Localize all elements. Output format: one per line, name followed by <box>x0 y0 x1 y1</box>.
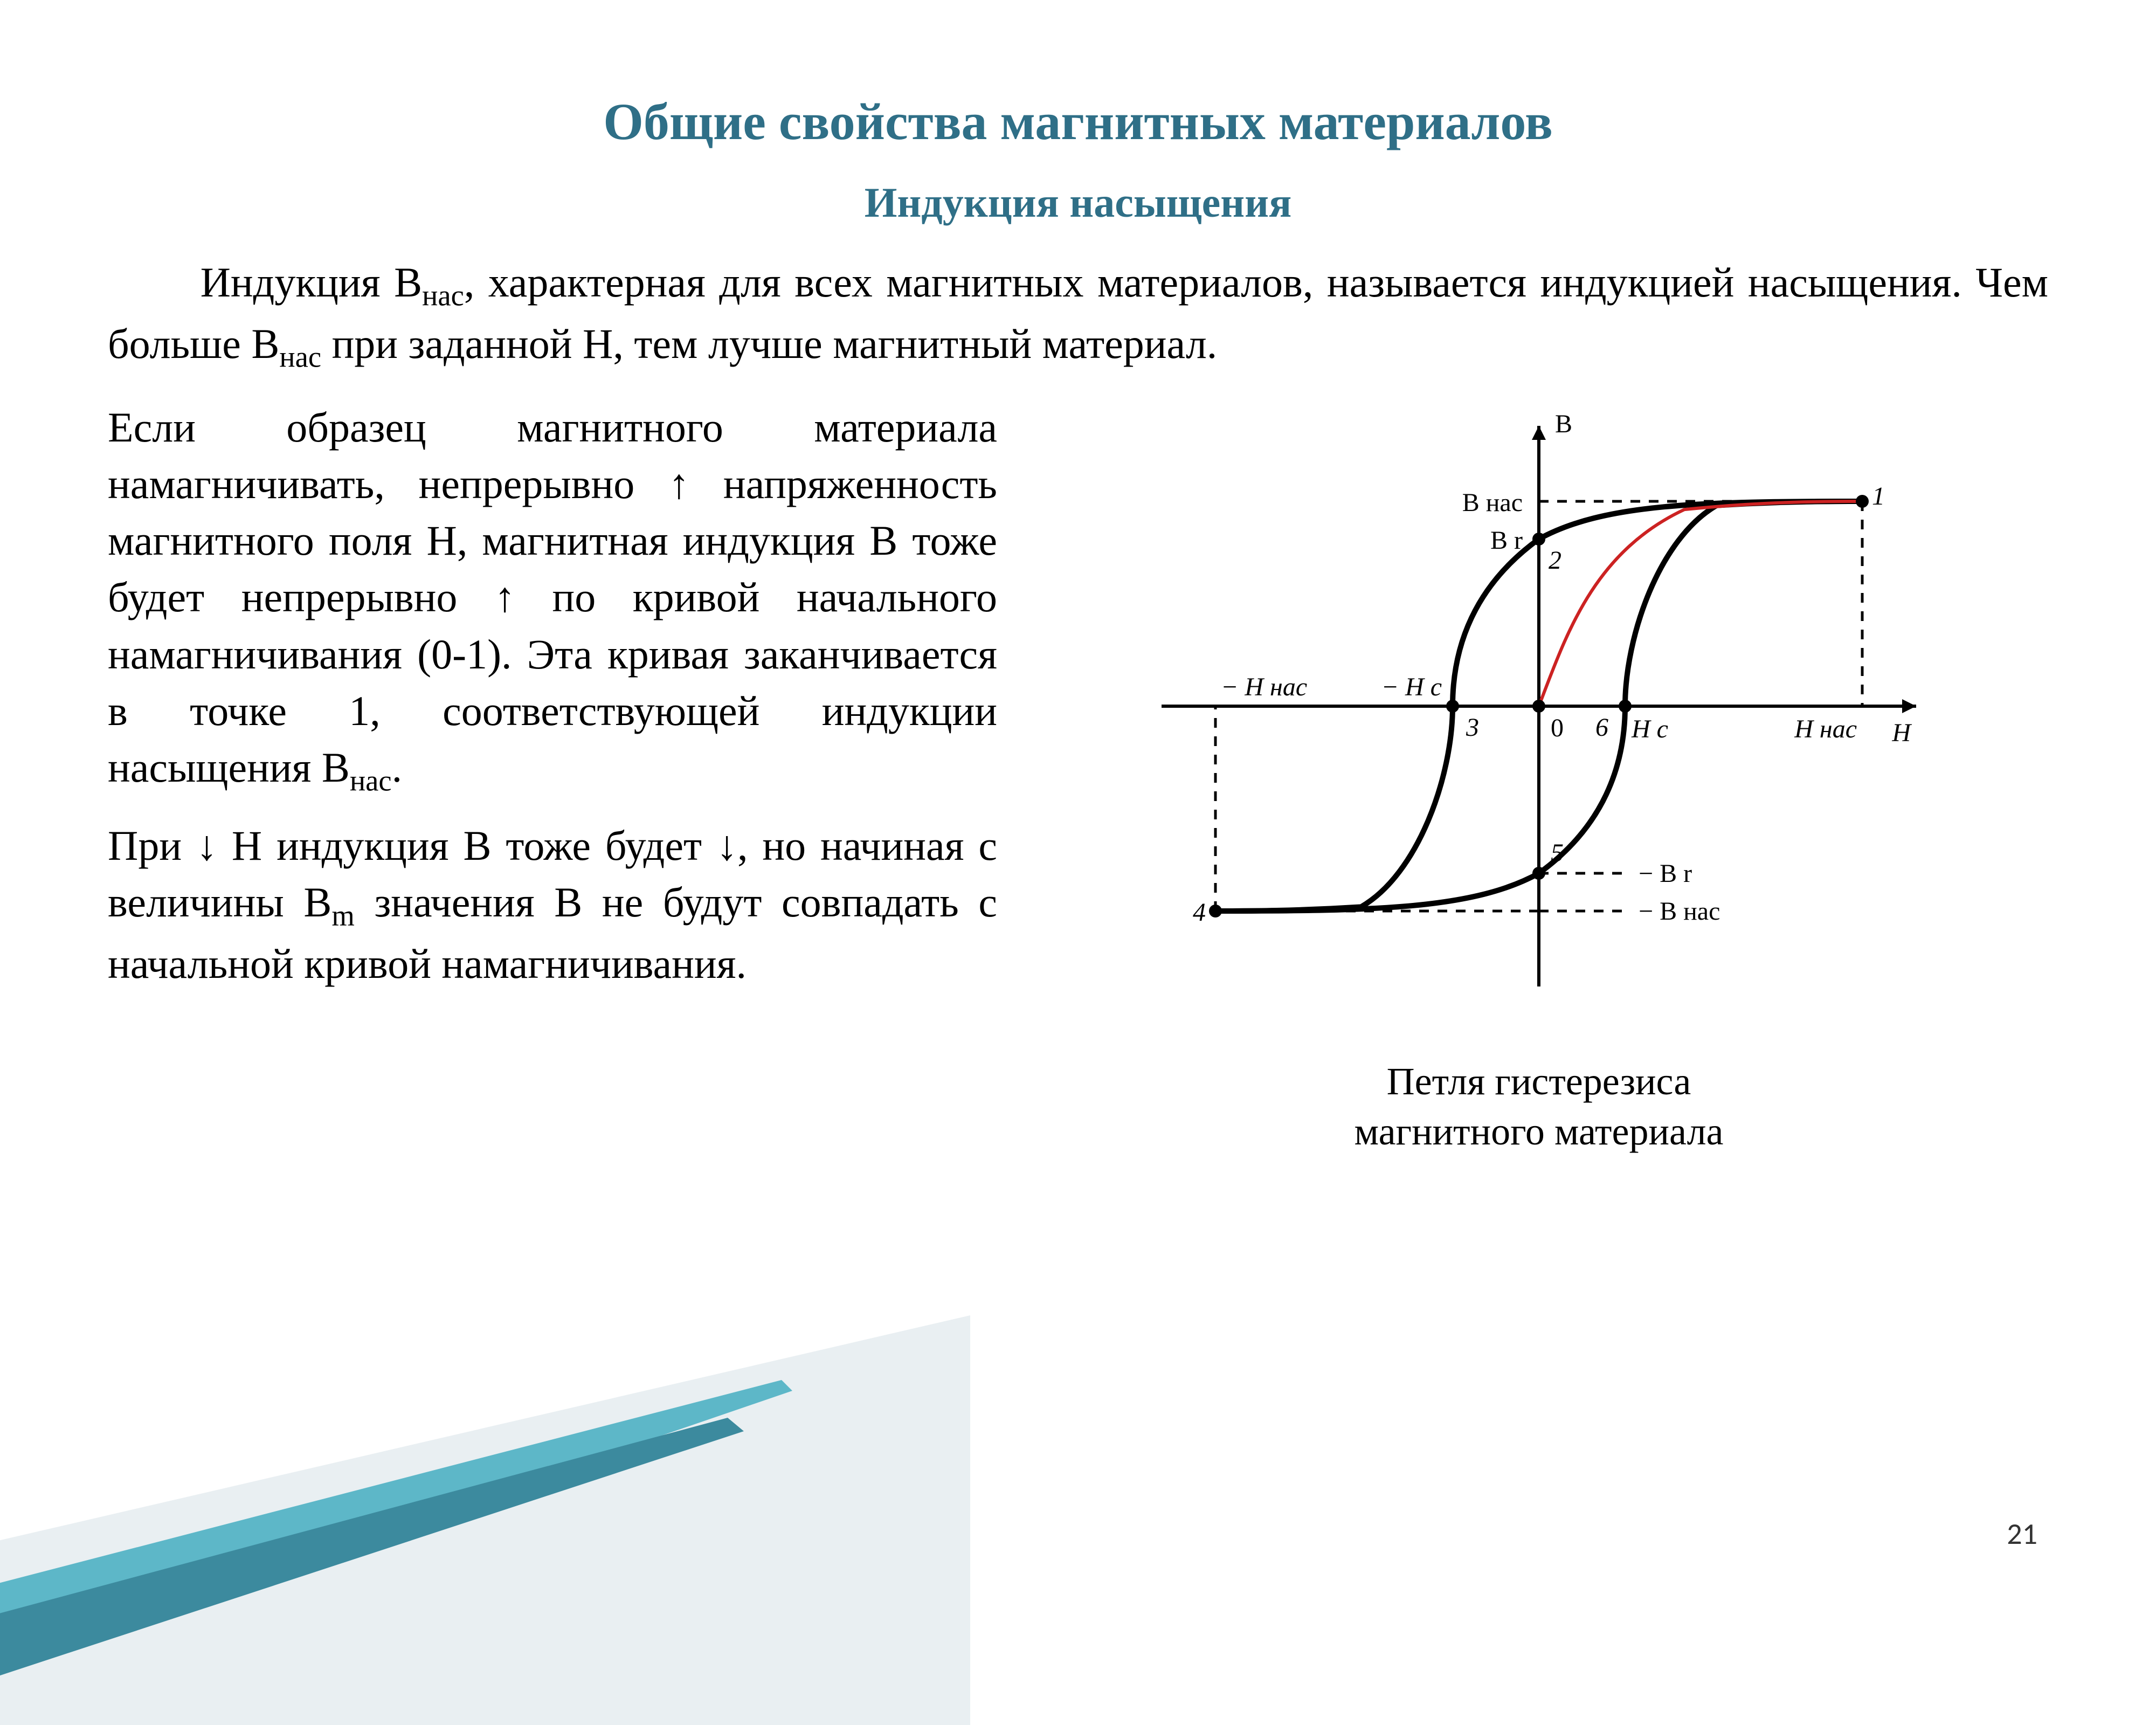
diagram-caption: Петля гистерезиса магнитного материала <box>1355 1057 1724 1157</box>
svg-text:6: 6 <box>1595 713 1608 742</box>
svg-text:4: 4 <box>1193 898 1206 927</box>
two-column-layout: Если образец магнитного материала намагн… <box>108 399 2048 1157</box>
svg-text:− H нас: − H нас <box>1221 673 1307 701</box>
page-number: 21 <box>2007 1516 2037 1552</box>
paragraph-2: При ↓ H индукция B тоже будет ↓, но начи… <box>108 817 997 992</box>
svg-text:− B r: − B r <box>1639 859 1692 888</box>
svg-text:B r: B r <box>1490 526 1523 555</box>
slide: Общие свойства магнитных материалов Инду… <box>0 0 2156 1617</box>
intro-paragraph: Индукция Bнас, характерная для всех магн… <box>108 254 2048 377</box>
decorative-stripes <box>0 1240 970 1725</box>
page-title: Общие свойства магнитных материалов <box>108 92 2048 151</box>
svg-text:3: 3 <box>1466 713 1479 742</box>
subtitle: Индукция насыщения <box>108 178 2048 227</box>
svg-text:B: B <box>1555 410 1572 438</box>
svg-text:H нас: H нас <box>1794 715 1857 743</box>
svg-text:0: 0 <box>1551 714 1564 742</box>
svg-text:2: 2 <box>1549 546 1561 575</box>
left-column: Если образец магнитного материала намагн… <box>108 399 997 1157</box>
paragraph-1: Если образец магнитного материала намагн… <box>108 399 997 801</box>
right-column: B H B нас B r − H нас − H с H с H нас − B r − B н… <box>1029 399 2048 1157</box>
svg-text:− H с: − H с <box>1381 673 1442 701</box>
caption-line-2: магнитного материала <box>1355 1110 1724 1153</box>
svg-text:− B нас: − B нас <box>1639 897 1720 926</box>
hysteresis-diagram: B H B нас B r − H нас − H с H с H нас − B r − B н… <box>1108 399 1970 1035</box>
svg-text:H: H <box>1891 719 1912 747</box>
svg-text:1: 1 <box>1872 482 1885 510</box>
hysteresis-svg: B H B нас B r − H нас − H с H с H нас − B r − B н… <box>1108 399 1970 1035</box>
caption-line-1: Петля гистерезиса <box>1387 1060 1691 1103</box>
svg-text:B нас: B нас <box>1462 488 1523 517</box>
svg-text:H с: H с <box>1631 715 1668 743</box>
svg-text:5: 5 <box>1551 839 1564 867</box>
